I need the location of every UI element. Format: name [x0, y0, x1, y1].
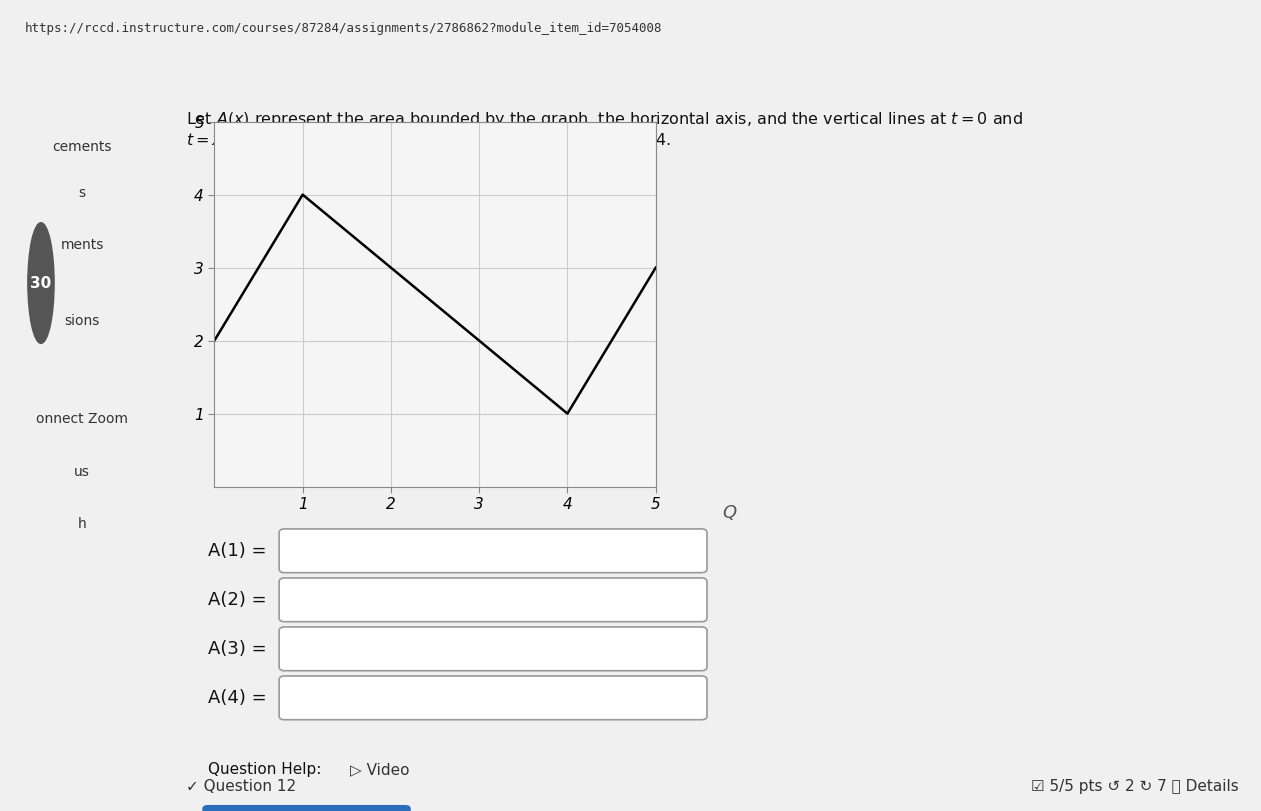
Text: A(2) =: A(2) = — [208, 591, 266, 609]
FancyBboxPatch shape — [279, 676, 707, 719]
Text: ments: ments — [61, 238, 103, 252]
FancyBboxPatch shape — [202, 805, 411, 811]
Text: sions: sions — [64, 314, 100, 328]
Text: A(4) =: A(4) = — [208, 689, 266, 707]
Text: h: h — [78, 517, 86, 531]
FancyBboxPatch shape — [279, 529, 707, 573]
FancyBboxPatch shape — [279, 578, 707, 622]
Text: Question Help:: Question Help: — [208, 762, 322, 777]
Text: ☑ 5/5 pts ↺ 2 ↻ 7 ⓘ Details: ☑ 5/5 pts ↺ 2 ↻ 7 ⓘ Details — [1031, 779, 1240, 794]
FancyBboxPatch shape — [279, 627, 707, 671]
Text: A(3) =: A(3) = — [208, 640, 266, 658]
Text: cements: cements — [52, 140, 112, 154]
Text: ▷ Video: ▷ Video — [351, 762, 410, 777]
Text: us: us — [74, 465, 90, 478]
Text: Q: Q — [721, 504, 736, 522]
Text: Let $A(x)$ represent the area bounded by the graph, the horizontal axis, and the: Let $A(x)$ represent the area bounded by… — [185, 109, 1023, 150]
Text: onnect Zoom: onnect Zoom — [37, 412, 127, 426]
Text: A(1) =: A(1) = — [208, 542, 266, 560]
Text: https://rccd.instructure.com/courses/87284/assignments/2786862?module_item_id=70: https://rccd.instructure.com/courses/872… — [25, 22, 663, 35]
Text: 30: 30 — [30, 276, 52, 290]
Circle shape — [28, 223, 54, 343]
Text: ✓ Question 12: ✓ Question 12 — [185, 779, 296, 794]
Text: s: s — [78, 186, 86, 200]
